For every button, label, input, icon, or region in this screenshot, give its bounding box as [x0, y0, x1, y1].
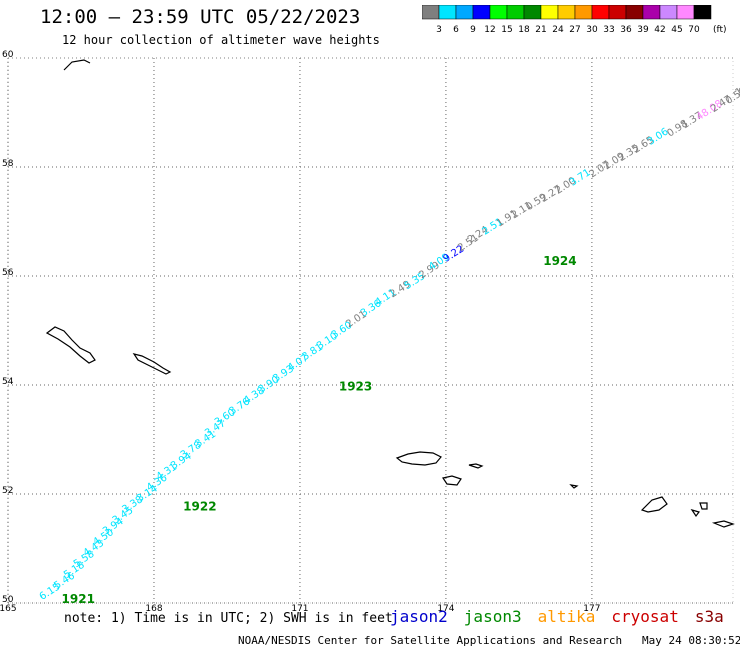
- longitude-tick-label: 165: [0, 604, 17, 614]
- satellite-legend-item: jason2: [390, 607, 448, 626]
- scale-tick-label: 6: [453, 25, 459, 35]
- scale-tick-label: 42: [654, 25, 665, 35]
- coastline: [442, 475, 462, 486]
- scale-unit: (ft): [713, 25, 727, 35]
- scale-tick-label: 33: [603, 25, 614, 35]
- map-frame: [7, 57, 734, 604]
- latitude-tick-label: 52: [2, 486, 13, 496]
- wave-height-color-scale: 3 6 9 12 15 18 21 24 27 30 33 36 39 42 45 70 (ft): [422, 5, 727, 35]
- scale-tick-label: 27: [569, 25, 580, 35]
- units-note: note: 1) Time is in UTC; 2) SWH is in fe…: [64, 611, 393, 626]
- latitude-tick-label: 60: [2, 50, 14, 60]
- scale-tick-label: 45: [671, 25, 682, 35]
- satellite-legend-item: cryosat: [611, 607, 679, 626]
- satellite-legend-item: jason3: [463, 607, 522, 626]
- scale-tick-label: 18: [518, 25, 530, 35]
- longitude-tick-label: 168: [145, 604, 162, 614]
- longitude-tick-label: 174: [437, 604, 454, 614]
- scale-swatch: [693, 5, 712, 20]
- scale-tick-label: 21: [535, 25, 546, 35]
- page-subtitle: 12 hour collection of altimeter wave hei…: [62, 33, 380, 47]
- coastline: [395, 451, 442, 466]
- latitude-tick-label: 58: [2, 159, 14, 169]
- scale-tick-label: 15: [501, 25, 512, 35]
- satellite-legend-item: altika: [537, 607, 596, 626]
- credit-line: NOAA/NESDIS Center for Satellite Applica…: [238, 634, 740, 647]
- coastline: [640, 496, 668, 513]
- coastline: [132, 353, 172, 375]
- scale-tick-label: 9: [470, 25, 476, 35]
- coastline: [711, 520, 735, 528]
- scale-tick-label: 36: [620, 25, 632, 35]
- longitude-tick-label: 177: [583, 604, 600, 614]
- wave-height-label: 1.6: [734, 81, 740, 99]
- scale-tick-label: 12: [484, 25, 495, 35]
- satellite-legend-item: s3a: [694, 607, 724, 626]
- scale-tick-label: 39: [637, 25, 649, 35]
- page-title: 12:00 – 23:59 UTC 05/22/2023: [40, 6, 361, 28]
- coastline: [569, 484, 579, 489]
- latitude-tick-label: 50: [2, 595, 14, 605]
- scale-tick-label: 70: [688, 25, 700, 35]
- pass-time-label: 1924: [543, 254, 576, 268]
- scale-tick-label: 24: [552, 25, 564, 35]
- pass-time-label: 1923: [339, 379, 372, 393]
- coastline: [468, 463, 484, 469]
- coastline: [690, 508, 701, 518]
- longitude-tick-label: 171: [291, 604, 308, 614]
- coastline: [63, 59, 91, 71]
- satellite-legend: jason2 jason3 altika cryosat s3a: [390, 607, 740, 626]
- scale-tick-label: 3: [436, 25, 442, 35]
- coastline: [45, 326, 96, 364]
- pass-time-label: 1921: [62, 592, 95, 606]
- scale-tick-label: 30: [586, 25, 598, 35]
- pass-time-label: 1922: [183, 499, 216, 513]
- coastline: [699, 502, 708, 510]
